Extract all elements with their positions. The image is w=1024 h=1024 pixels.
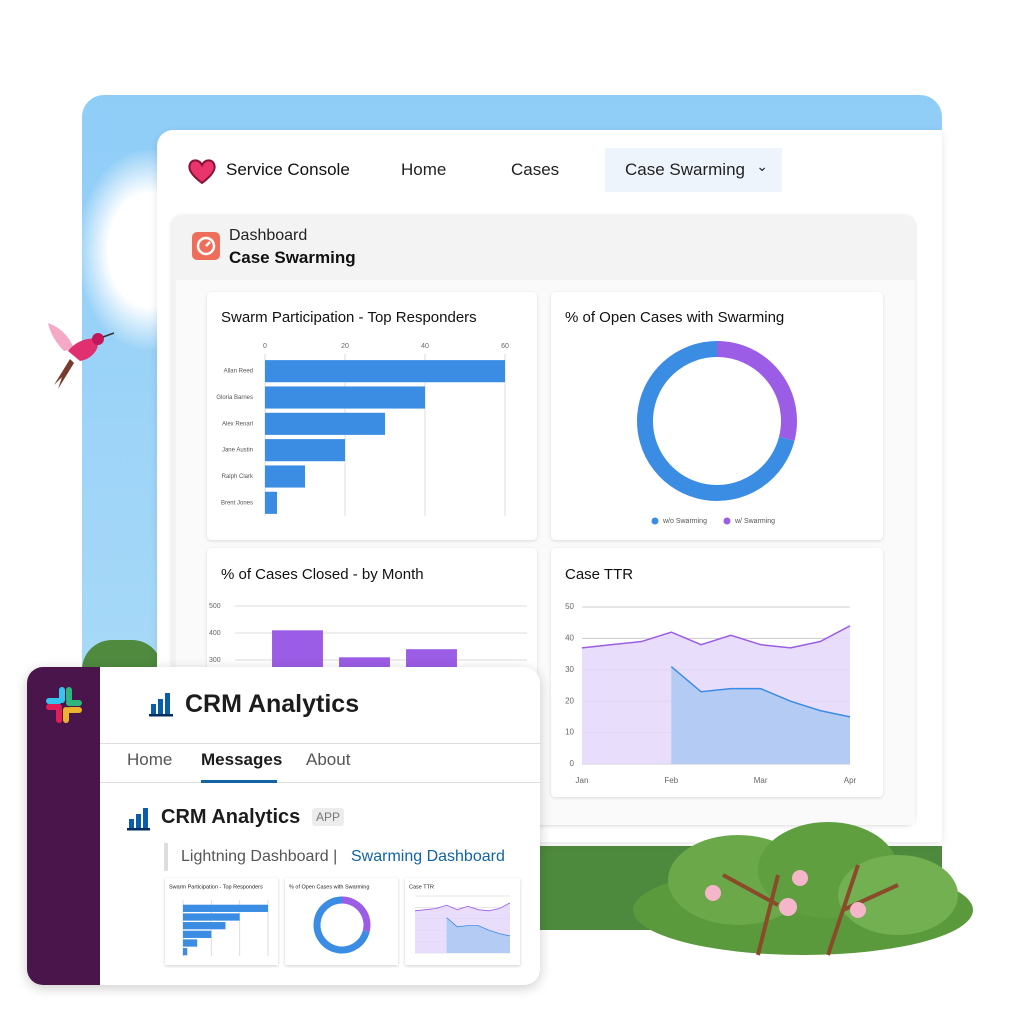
app-badge: APP [312, 808, 345, 826]
category-label: Allan Reed [224, 369, 253, 375]
message-sender: CRM Analytics [161, 806, 301, 828]
donut-segment [637, 341, 795, 501]
bar [265, 439, 345, 462]
y-tick-label: 40 [565, 634, 574, 643]
nav-item[interactable]: Case Swarming ⌄ [605, 148, 782, 192]
thumb-card [165, 878, 278, 965]
dashboard-icon [192, 232, 220, 260]
tab[interactable]: Home [127, 750, 173, 769]
hummingbird [48, 323, 115, 389]
link-prefix: Lightning Dashboard | [181, 848, 338, 865]
bar [265, 491, 277, 514]
y-tick-label: 400 [209, 630, 221, 637]
bar [265, 465, 305, 488]
y-tick-label: 0 [570, 759, 575, 768]
y-tick-label: 300 [209, 657, 221, 664]
x-tick-label: 40 [421, 343, 429, 350]
thumb-card [285, 878, 398, 965]
chart-title: Case TTR [565, 566, 633, 583]
x-tick-label: Feb [664, 776, 678, 785]
y-tick-label: 50 [565, 602, 574, 611]
x-tick-label: Apr [844, 776, 857, 785]
dashboard-label: Dashboard [229, 227, 308, 244]
category-label: Ralph Clark [222, 474, 254, 480]
legend-label: w/ Swarming [734, 518, 775, 525]
x-tick-label: Jan [576, 776, 589, 785]
x-tick-label: 0 [263, 343, 267, 350]
legend-swatch [723, 517, 731, 525]
thumb-card [405, 878, 520, 965]
category-label: Alex Renarl [222, 421, 253, 427]
area [671, 666, 850, 764]
legend-label: w/o Swarming [662, 518, 707, 525]
slack-app-title: CRM Analytics [185, 690, 360, 718]
gauge [196, 236, 216, 256]
chart-title: % of Cases Closed - by Month [221, 566, 424, 583]
ground [82, 640, 162, 670]
legend-swatch [651, 517, 659, 525]
analytics-icon [149, 693, 173, 717]
nav-item[interactable]: Home [401, 160, 447, 179]
category-label: Jane Austin [222, 448, 253, 454]
nav-item[interactable]: Cases [511, 160, 560, 179]
tab[interactable]: About [306, 750, 351, 769]
y-tick-label: 30 [565, 665, 574, 674]
y-tick-label: 20 [565, 696, 574, 705]
x-tick-label: 60 [501, 343, 509, 350]
bush [633, 822, 973, 956]
line [670, 666, 851, 718]
bar [265, 360, 505, 383]
category-label: Gloria Barnes [216, 395, 253, 401]
y-tick-label: 10 [565, 728, 574, 737]
x-tick-label: 20 [341, 343, 349, 350]
dashboard-link[interactable]: Swarming Dashboard [351, 848, 505, 865]
donut-segment [716, 341, 797, 441]
y-tick-label: 500 [209, 603, 221, 610]
bar [265, 412, 385, 435]
x-tick-label: Mar [754, 776, 768, 785]
analytics-icon [127, 808, 150, 831]
slack-logo [46, 687, 82, 723]
bar [265, 386, 425, 409]
quote-bar [164, 843, 168, 871]
dashboard-title: Case Swarming [229, 248, 356, 267]
tab-divider [100, 782, 540, 783]
chart-title: % of Open Cases with Swarming [565, 309, 784, 326]
heart-logo [188, 159, 216, 185]
tab-divider [100, 743, 540, 744]
tab-underline [201, 780, 277, 783]
chevron[interactable]: ⌄ [756, 158, 768, 174]
tab[interactable]: Messages [201, 750, 283, 769]
chart-title: Swarm Participation - Top Responders [221, 309, 477, 326]
line [581, 625, 851, 649]
category-label: Brent Jones [221, 500, 253, 506]
console-brand: Service Console [226, 160, 350, 179]
